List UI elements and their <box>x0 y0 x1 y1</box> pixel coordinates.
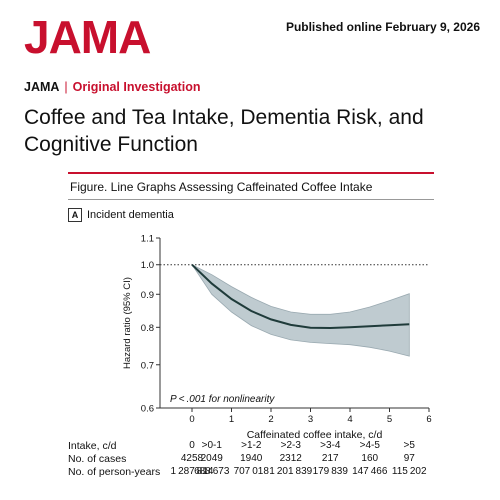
y-tick-label: 0.9 <box>141 290 154 301</box>
table-cell-intake: >4-5 <box>359 440 380 451</box>
table-row-label: No. of person-years <box>68 466 161 478</box>
x-tick-label: 3 <box>308 414 313 425</box>
table-cell-cases: 4258 <box>180 453 204 464</box>
y-tick-label: 0.6 <box>141 404 154 415</box>
figure-top-rule <box>68 172 434 174</box>
panel-title: Incident dementia <box>87 209 174 221</box>
table-row-label: Intake, c/d <box>68 440 117 452</box>
table-cell-intake: 0 <box>189 440 195 451</box>
y-tick-label: 1.0 <box>141 260 154 271</box>
table-cell-cases: 2049 <box>200 453 223 464</box>
y-tick-label: 1.1 <box>141 234 154 245</box>
panel-header: A Incident dementia <box>68 208 174 222</box>
x-tick-label: 5 <box>387 414 392 425</box>
hazard-ratio-line <box>191 263 410 330</box>
table-cell-intake: >3-4 <box>320 440 341 451</box>
table-cell-cases: 2312 <box>279 453 302 464</box>
table-cell-cases: 97 <box>403 453 415 464</box>
table-cell-person-years: 688 673 <box>194 466 230 477</box>
y-axis-label: Hazard ratio (95% CI) <box>122 277 133 369</box>
breadcrumb-separator: | <box>64 80 68 94</box>
x-tick-label: 0 <box>189 414 194 425</box>
article-title: Coffee and Tea Intake, Dementia Risk, an… <box>24 106 424 156</box>
figure-caption-rule <box>68 199 434 200</box>
jama-logo: JAMA <box>24 11 151 63</box>
breadcrumb: JAMA | Original Investigation <box>24 80 200 94</box>
table-cell-cases: 217 <box>321 453 339 464</box>
table-row-label: No. of cases <box>68 453 127 465</box>
nonlinearity-annotation: P < .001 for nonlinearity <box>170 394 275 405</box>
table-cell-intake: >1-2 <box>241 440 262 451</box>
x-tick-label: 2 <box>268 414 273 425</box>
table-cell-person-years: 147 466 <box>352 466 388 477</box>
table-cell-intake: >2-3 <box>280 440 301 451</box>
y-tick-label: 0.7 <box>141 360 154 371</box>
x-tick-label: 6 <box>426 414 431 425</box>
table-cell-person-years: 1 287 814 <box>170 466 214 477</box>
panel-letter: A <box>68 208 82 222</box>
figure-caption: Figure. Line Graphs Assessing Caffeinate… <box>70 180 373 194</box>
table-cell-person-years: 179 839 <box>312 466 348 477</box>
x-tick-label: 4 <box>347 414 352 425</box>
table-cell-intake: >0-1 <box>201 440 222 451</box>
x-tick-label: 1 <box>229 414 234 425</box>
table-cell-person-years: 115 202 <box>391 466 427 477</box>
table-cell-intake: >5 <box>403 440 415 451</box>
confidence-band <box>190 263 410 357</box>
table-cell-person-years: 1 201 839 <box>269 466 313 477</box>
table-cell-person-years: 707 018 <box>233 466 269 477</box>
journal-name: JAMA <box>24 80 60 94</box>
table-cell-cases: 160 <box>361 453 379 464</box>
published-date: Published online February 9, 2026 <box>285 20 480 34</box>
y-tick-label: 0.8 <box>141 323 154 334</box>
table-cell-cases: 1940 <box>240 453 263 464</box>
x-axis-label: Caffeinated coffee intake, c/d <box>247 429 383 441</box>
article-section[interactable]: Original Investigation <box>72 80 201 94</box>
